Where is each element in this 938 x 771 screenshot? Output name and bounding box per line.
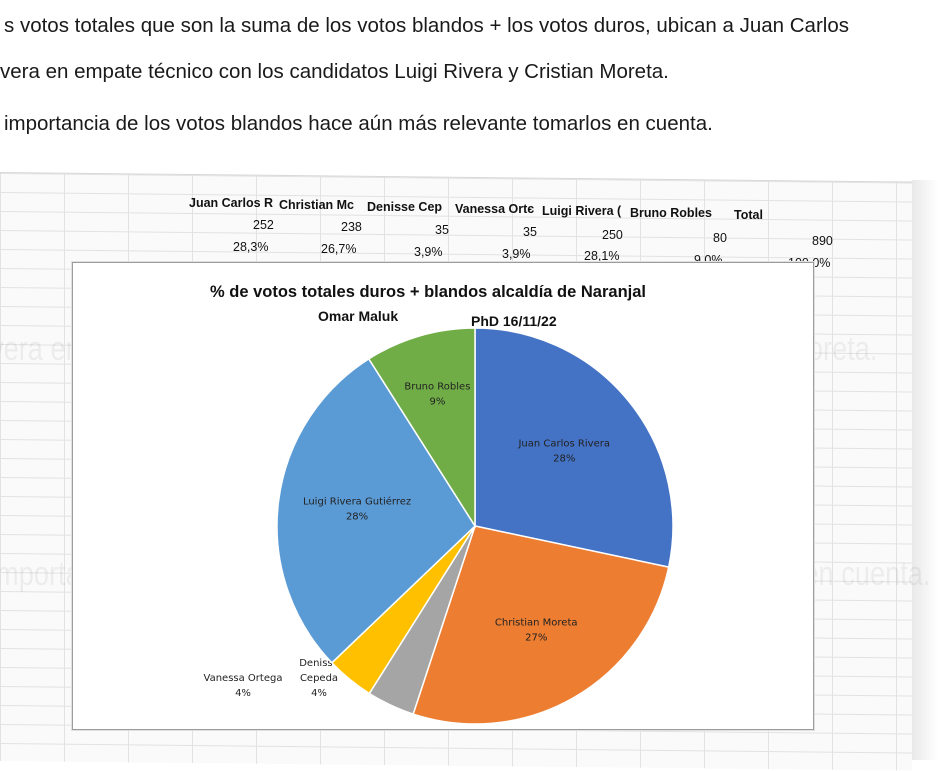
slice-label: Denisse Cepeda 4% <box>299 658 339 699</box>
table-header-cell: Luigi Rivera ( <box>542 204 622 218</box>
table-cell-votes: 35 <box>523 225 537 239</box>
page-edge-shadow <box>912 180 938 760</box>
table-header-cell: Vanessa Ortє <box>455 202 535 216</box>
table-cell-votes: 250 <box>602 228 623 242</box>
slice-label: Juan Carlos Rivera 28% <box>517 439 609 465</box>
table-cell-votes: 80 <box>713 231 727 245</box>
table-header-cell: Denisse Cep <box>367 200 443 214</box>
slice-label: Bruno Robles 9% <box>404 382 470 408</box>
table-cell-votes: 252 <box>253 218 274 232</box>
table-header-cell: Bruno Robles <box>630 206 712 220</box>
chart-subtitle-date: PhD 16/11/22 <box>471 313 557 329</box>
slice-label: Vanessa Ortega 4% <box>204 673 283 699</box>
table-cell-percent: 28,1% <box>584 249 620 263</box>
table-cell-votes: 238 <box>341 220 362 234</box>
document-text-line-2: vera en empate técnico con los candidato… <box>0 60 669 83</box>
document-text-line-3: importancia de los votos blandos hace aú… <box>4 112 713 135</box>
pie-slice-bruno-robles[interactable] <box>367 327 476 529</box>
table-cell-votes: 35 <box>435 223 449 237</box>
slice-label: Luigi Rivera Gutiérrez 28% <box>303 496 411 523</box>
table-cell-percent: 26,7% <box>321 242 357 256</box>
table-cell-percent: 28,3% <box>233 240 269 254</box>
table-header-cell: Total <box>734 208 763 222</box>
table-header-cell: Christian Mc <box>279 198 355 212</box>
table-cell-votes: 890 <box>812 234 833 248</box>
pie-slice-christian-moreta[interactable] <box>412 525 670 725</box>
table-cell-percent: 3,9% <box>414 245 443 259</box>
pie-slice-juan-carlos-rivera[interactable] <box>474 327 674 568</box>
table-cell-percent: 3,9% <box>502 247 531 261</box>
pie-slice-luigi-rivera-guti-rrez[interactable] <box>276 357 476 664</box>
slice-label: Christian Moreta 27% <box>495 617 578 643</box>
table-header-cell: Juan Carlos R <box>189 196 274 210</box>
chart-subtitle-author: Omar Maluk <box>318 308 399 324</box>
chart-title: % de votos totales duros + blandos alcal… <box>210 283 647 301</box>
document-text-line-1: s votos totales que son la suma de los v… <box>4 14 849 37</box>
